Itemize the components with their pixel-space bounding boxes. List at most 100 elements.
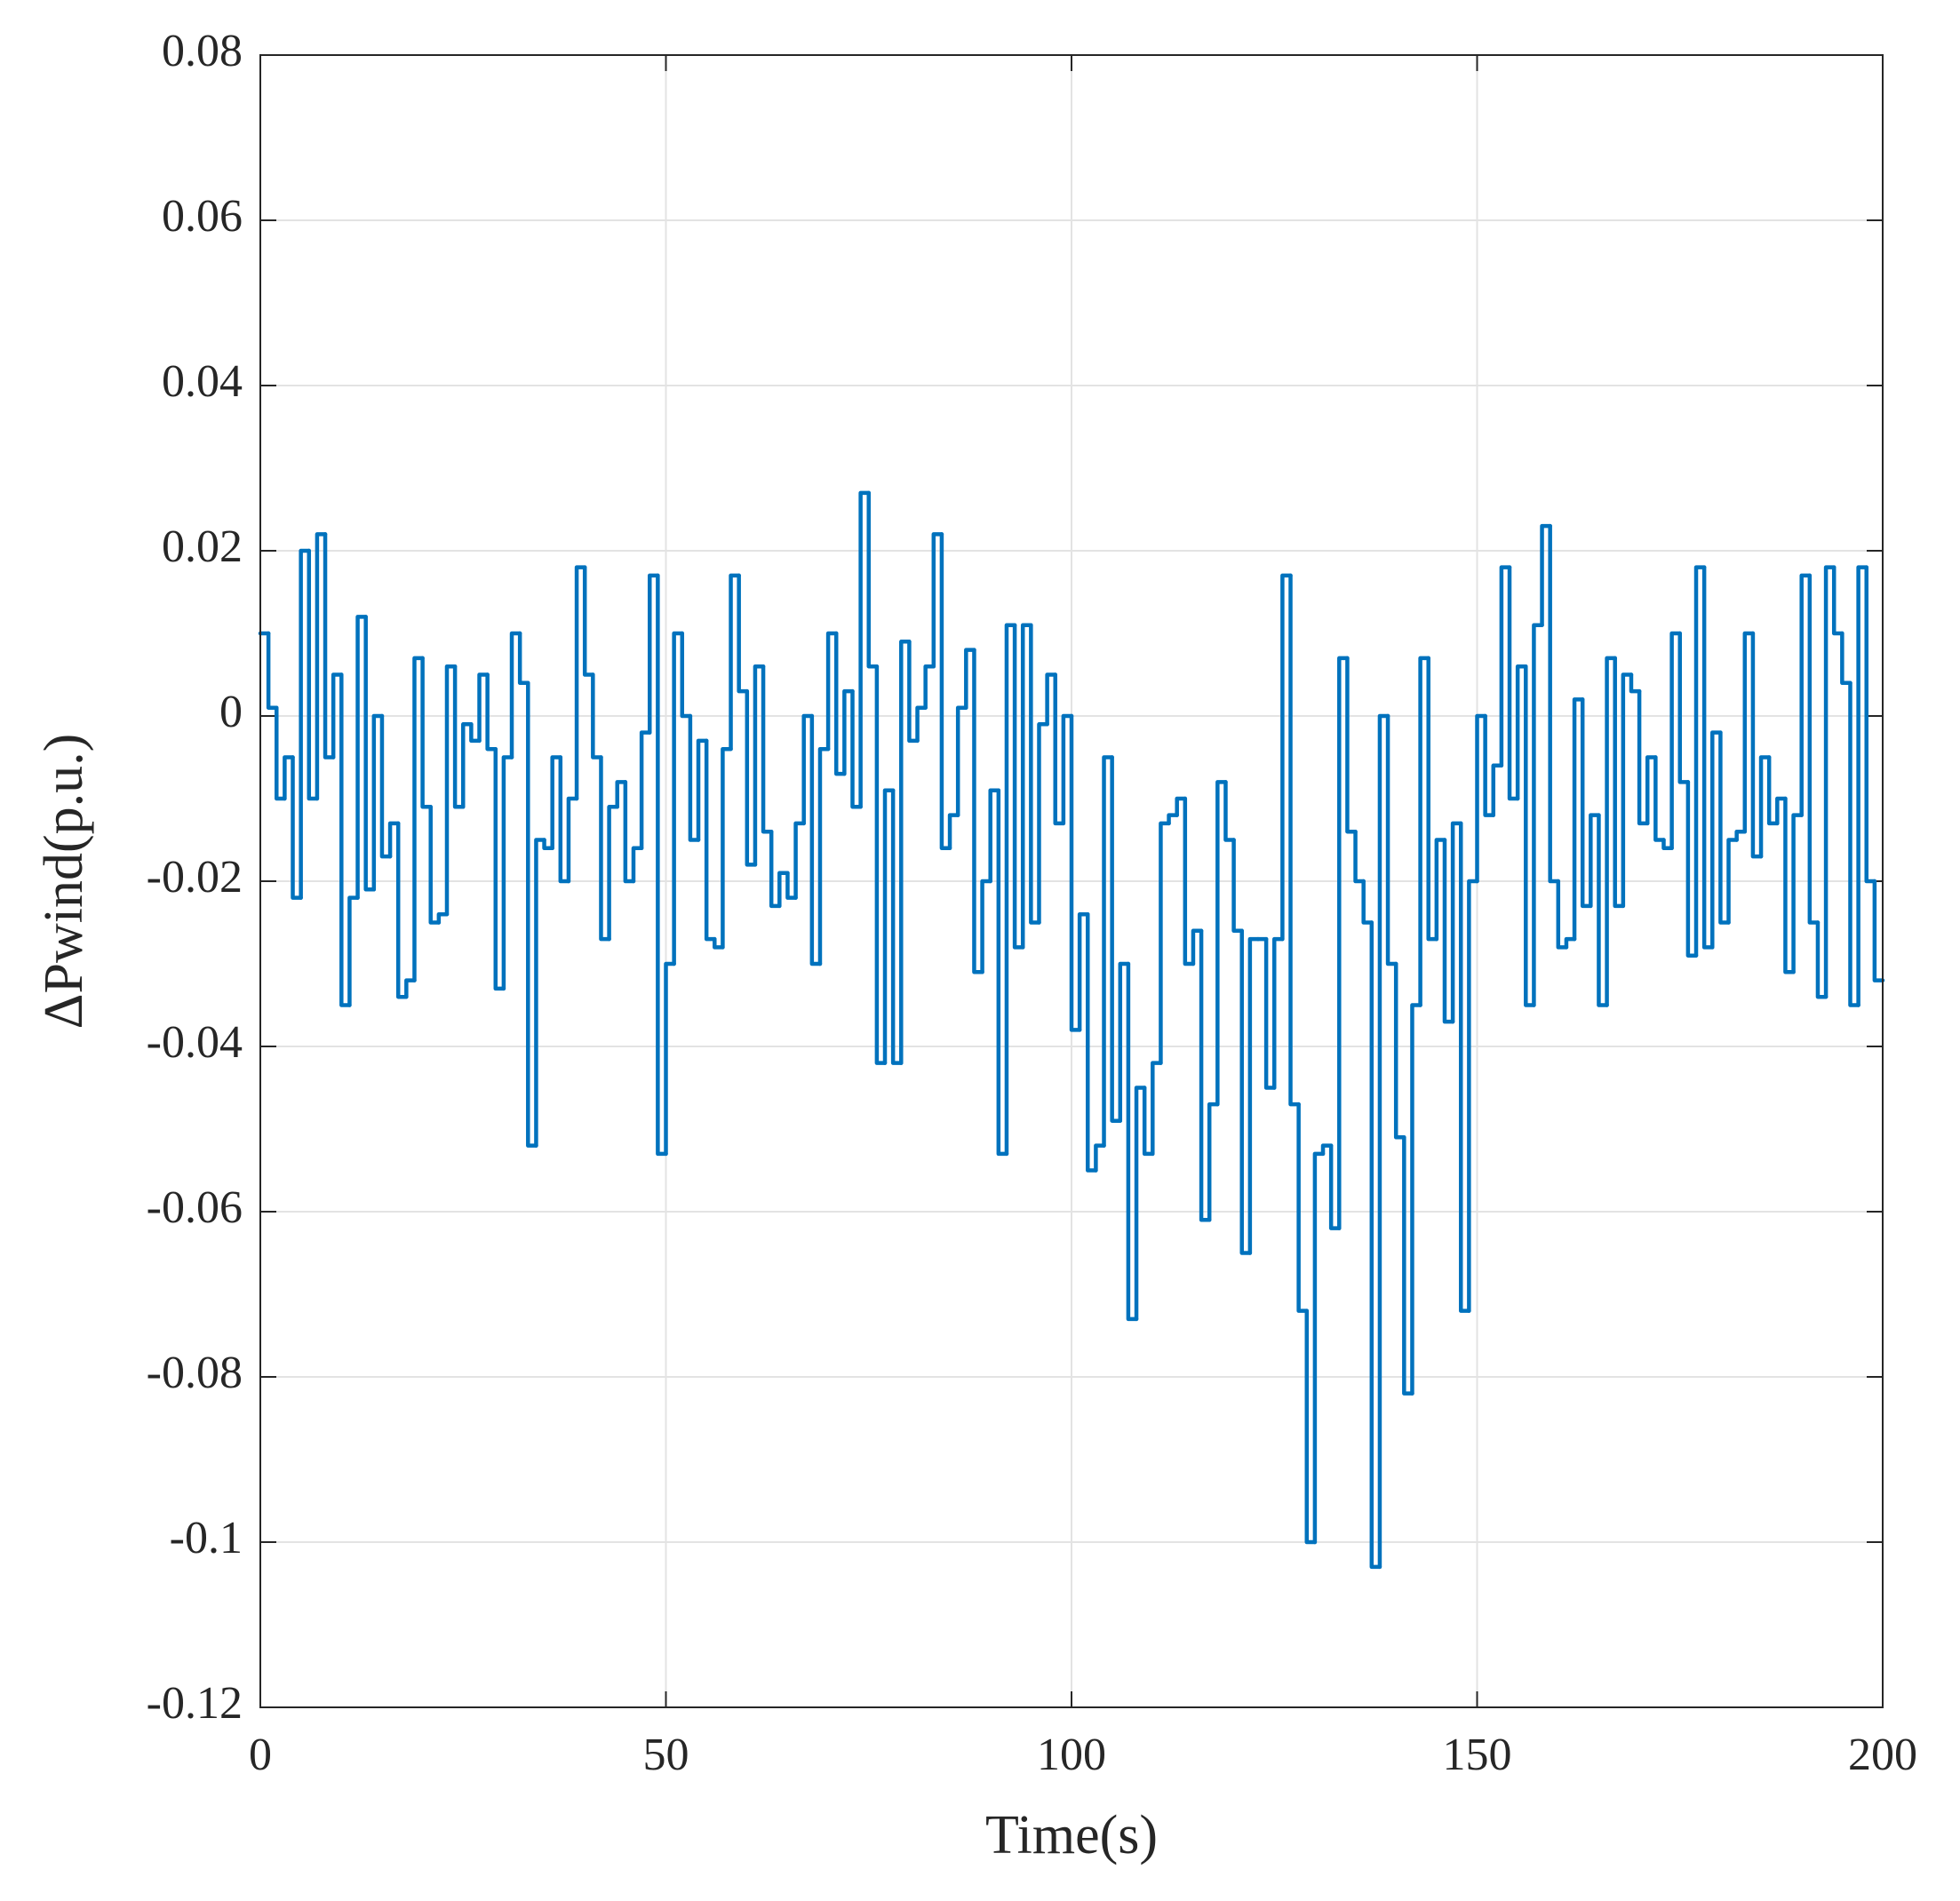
step-segment [1272, 936, 1285, 1090]
step-segment [347, 895, 360, 1007]
step-segment [509, 631, 522, 760]
step-segment [1410, 1003, 1422, 1396]
step-segment [1142, 1086, 1155, 1157]
step-segment [315, 532, 328, 801]
step-segment [420, 656, 433, 809]
step-segment [1077, 911, 1090, 1032]
step-segment [1215, 780, 1228, 1107]
x-tick-label: 100 [1037, 1730, 1106, 1780]
step-segment [1296, 1102, 1310, 1313]
step-segment [1621, 672, 1634, 909]
step-segment [1572, 697, 1585, 942]
step-segment [1191, 928, 1204, 966]
step-segment [923, 664, 936, 710]
y-tick-label: 0.06 [162, 191, 243, 242]
step-segment [947, 813, 960, 851]
step-segment [688, 713, 701, 842]
y-axis-label: ΔPwind(p.u.) [34, 734, 94, 1030]
step-segment [1783, 796, 1796, 974]
step-segment [680, 631, 693, 719]
step-segment [1629, 672, 1642, 694]
step-segment [890, 788, 904, 1065]
step-segment [1742, 631, 1756, 834]
step-segment [1589, 813, 1601, 909]
step-segment [1775, 796, 1788, 826]
step-segment [1597, 813, 1609, 1007]
step-segment [1872, 879, 1885, 982]
step-segment [1532, 623, 1544, 1007]
step-segment [1377, 713, 1390, 1570]
step-segment [753, 664, 766, 867]
step-segment [395, 821, 409, 999]
step-segment [1337, 656, 1350, 1230]
step-segment [964, 648, 976, 710]
y-tick-label: 0.02 [162, 521, 243, 572]
step-segment [412, 656, 425, 982]
step-segment [1726, 838, 1739, 925]
step-segment [745, 688, 758, 867]
step-segment [1556, 879, 1569, 950]
step-segment [785, 871, 798, 900]
step-segment [809, 713, 823, 966]
step-segment [664, 961, 676, 1157]
step-segment [833, 631, 847, 776]
step-segment [1701, 565, 1715, 950]
step-segment [1605, 656, 1617, 1007]
step-segment [1823, 565, 1837, 999]
step-segment [1645, 755, 1658, 826]
step-segment [769, 829, 782, 909]
step-segment [1223, 780, 1236, 842]
step-segment [363, 615, 377, 892]
step-segment [1491, 763, 1504, 817]
x-tick-label: 150 [1443, 1730, 1512, 1780]
step-segment [1045, 672, 1057, 727]
step-segment [1685, 780, 1699, 958]
step-segment [1345, 656, 1358, 834]
step-segment [1012, 623, 1025, 950]
step-segment [1288, 573, 1301, 1107]
step-segment [1247, 936, 1261, 1255]
step-segment [299, 548, 312, 900]
step-segment [721, 746, 733, 950]
step-segment [825, 631, 839, 752]
y-tick-label: -0.02 [147, 852, 243, 903]
step-segment [639, 730, 652, 851]
step-segment [1126, 961, 1139, 1322]
step-segment [607, 805, 619, 942]
step-segment [1580, 697, 1593, 909]
step-segment [1750, 631, 1764, 859]
step-segment [1710, 730, 1723, 950]
step-segment [793, 821, 806, 900]
step-segment [1361, 879, 1374, 925]
step-segment [1102, 755, 1114, 1148]
step-segment [704, 738, 717, 942]
step-segment [323, 532, 336, 760]
step-segment [1831, 565, 1844, 636]
step-segment [1815, 920, 1829, 999]
step-segment [1807, 573, 1821, 925]
step-segment [1799, 573, 1813, 817]
step-segment [777, 871, 790, 909]
step-segment [1450, 821, 1463, 1024]
step-segment [672, 631, 685, 966]
step-segment [1175, 796, 1188, 817]
step-segment [339, 672, 352, 1007]
step-segment [1524, 664, 1536, 1007]
step-segment [874, 664, 888, 1065]
step-segment [1167, 813, 1179, 826]
step-segment [1280, 573, 1293, 942]
step-segment [899, 640, 912, 1065]
step-segment [842, 688, 855, 776]
step-segment [1312, 1151, 1326, 1545]
step-segment [526, 680, 538, 1148]
step-segment [1086, 911, 1098, 1173]
step-segment [882, 788, 896, 1065]
step-segment [915, 705, 928, 744]
step-segment [1856, 565, 1868, 1007]
step-segment [477, 672, 490, 744]
step-segment [1434, 838, 1447, 942]
step-segment [1004, 623, 1017, 1157]
step-segment [534, 838, 546, 1148]
step-segment [1418, 656, 1430, 1007]
